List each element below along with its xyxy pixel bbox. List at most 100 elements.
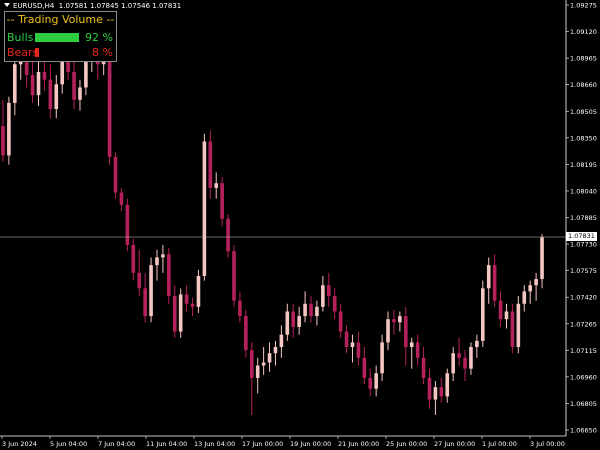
candle-body [463, 357, 467, 369]
candle-body [297, 316, 301, 327]
candle-body [125, 204, 130, 246]
candle-body [72, 71, 76, 100]
price-axis-label: 1.08040 [570, 187, 597, 195]
candle [315, 300, 319, 326]
price-axis-label: 1.09120 [570, 28, 597, 36]
candle-body [161, 254, 165, 258]
candle [457, 337, 461, 366]
candle-body [48, 79, 53, 110]
price-axis-label: 1.06805 [570, 400, 597, 408]
candle [249, 342, 254, 416]
price-axis-label: 1.06650 [570, 427, 597, 435]
time-axis-label: 1 Jul 00:00 [482, 440, 517, 448]
candle-body [255, 365, 260, 378]
candle [356, 331, 361, 366]
candle [261, 347, 266, 375]
candle-body [362, 357, 367, 378]
candle-body [392, 319, 396, 323]
candle-body [344, 331, 349, 348]
symbol-name: EURUSD,H4 [13, 2, 55, 10]
candle [486, 257, 491, 304]
candle-body [421, 357, 426, 378]
candle-body [285, 311, 290, 335]
candle-body [1, 126, 5, 156]
dropdown-triangle-icon[interactable] [4, 3, 10, 7]
candle-body [202, 141, 207, 276]
candle [155, 249, 159, 281]
candle [214, 172, 219, 199]
candle-body [261, 362, 266, 366]
candle-body [528, 285, 532, 292]
candle [463, 350, 467, 382]
time-axis-label: 25 Jun 00:00 [386, 440, 427, 448]
candle-body [137, 272, 142, 289]
candle [78, 79, 82, 111]
candle [433, 381, 438, 416]
candle [72, 56, 76, 110]
bears-bar [35, 48, 39, 57]
price-axis-label: 1.07265 [570, 320, 597, 328]
candle [279, 325, 284, 358]
time-axis-label: 3 Jul 00:00 [530, 440, 565, 448]
candle [332, 288, 337, 320]
candle-body [155, 257, 159, 266]
candle [344, 325, 349, 354]
candle-body [315, 306, 319, 317]
price-axis-label: 1.09275 [570, 2, 597, 10]
candle [143, 272, 147, 323]
candle [439, 377, 444, 403]
candle-body [409, 342, 414, 348]
candle-body [36, 71, 41, 96]
candle [409, 337, 414, 369]
candle [445, 368, 450, 403]
ohlc-values: 1.07581 1.07845 1.07546 1.07831 [58, 2, 182, 10]
candle-body [84, 59, 88, 88]
bears-percent: 8 % [92, 46, 113, 59]
candle [161, 245, 165, 273]
candle-body [534, 279, 538, 286]
candle-body [350, 342, 355, 348]
candle [421, 347, 426, 385]
candle [338, 303, 343, 338]
candle-body [321, 285, 325, 307]
candle [415, 334, 420, 366]
candle [469, 342, 473, 375]
candle-body [208, 141, 213, 188]
candle [522, 285, 527, 312]
candle-body [60, 50, 65, 85]
candle-body [131, 245, 136, 273]
candle [267, 342, 272, 372]
candle-body [516, 303, 521, 348]
candle [178, 288, 183, 338]
candle [534, 272, 538, 301]
candle-body [7, 102, 11, 156]
candle-body [273, 347, 278, 354]
price-axis-label: 1.08195 [570, 161, 597, 169]
candle [403, 306, 408, 366]
candle [303, 291, 307, 323]
trading-volume-panel[interactable]: -- Trading Volume -- Bulls 92 % Bears 8 … [4, 11, 117, 62]
time-axis-label: 27 Jun 00:00 [434, 440, 475, 448]
candle [326, 272, 331, 307]
candle-body [439, 387, 444, 397]
candle-body [30, 75, 35, 96]
candle [480, 280, 485, 348]
candle-body [522, 291, 527, 304]
symbol-header[interactable]: EURUSD,H4 1.07581 1.07845 1.07546 1.0783… [4, 2, 181, 10]
candle [202, 133, 207, 281]
candle [451, 347, 455, 382]
candle-body [107, 53, 112, 157]
candle-body [427, 377, 432, 400]
candle [232, 245, 236, 307]
candle [504, 303, 509, 329]
candle [374, 365, 378, 397]
candle [48, 64, 53, 119]
candle [137, 249, 142, 297]
candle [7, 96, 11, 165]
candle [119, 187, 124, 212]
candle [516, 296, 521, 354]
candle [36, 59, 41, 106]
candle-body [368, 377, 373, 389]
price-axis-label: 1.08350 [570, 134, 597, 142]
